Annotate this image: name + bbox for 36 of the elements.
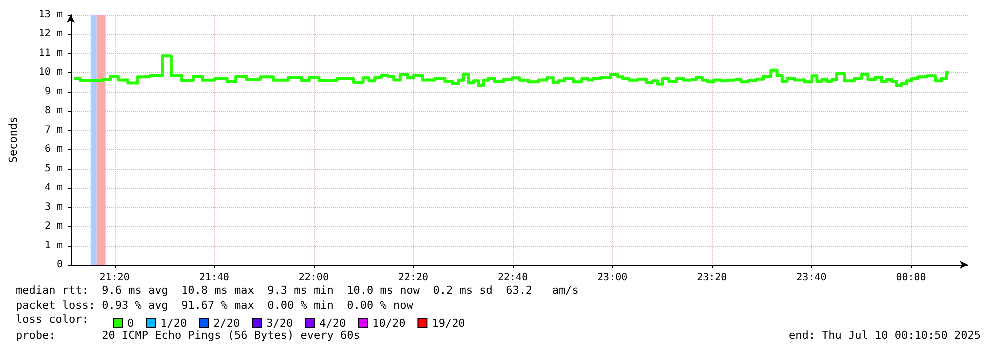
legend-title: loss color: [16,313,89,326]
text: probe: 20 ICMP Echo Pings (56 Bytes) every 60s [16,329,360,342]
y-tick-label: 6 m [44,144,63,156]
y-tick-label: 4 m [44,182,63,194]
y-tick-label: 2 m [44,221,63,232]
legend-label: 3/20 [266,317,294,330]
legend-label: 4/20 [320,317,346,330]
x-tick-label: 22:20 [398,272,429,284]
x-tick-label: 23:00 [598,272,628,284]
y-tick-label: 8 m [44,106,63,117]
text: median rtt: 9.6 ms avg 10.8 ms max 9.3 ms min 10.0 ms now 0.2 ms sd 63.2 am/s [16,284,579,297]
y-tick-label: 5 m [44,163,63,174]
legend-label: 19/20 [432,317,466,330]
text: packet loss: 0.93 % avg 91.67 % max 0.00 % min 0.00 % now [16,299,414,312]
y-tick-label: 1 m [44,240,63,252]
y-tick-label: 10 m [38,67,63,78]
x-tick-label: 21:20 [100,272,130,284]
x-tick-label: 22:00 [298,272,329,284]
text: end: Thu Jul 10 00:10:50 2025 [788,329,982,342]
x-tick-label: 23:20 [697,272,728,284]
y-tick-label: 12 m [38,28,63,40]
y-tick-label: 11 m [38,48,63,59]
x-tick-label: 22:40 [498,272,528,284]
x-tick-label: 00:00 [896,272,926,284]
legend-label: 1/20 [160,317,188,330]
y-tick-label: 0 [56,260,63,270]
y-tick-label: 7 m [44,124,63,136]
x-tick-label: 23:40 [796,272,827,284]
y-axis-title: Seconds [7,116,20,164]
y-tick-label: 9 m [44,86,63,98]
legend-label: 2/20 [214,317,240,330]
legend-label: 10/20 [372,317,406,330]
legend-label: 0 [128,317,134,330]
y-tick-label: 3 m [44,202,63,213]
x-tick-label: 21:40 [199,272,230,284]
y-tick-label: 13 m [38,10,63,20]
